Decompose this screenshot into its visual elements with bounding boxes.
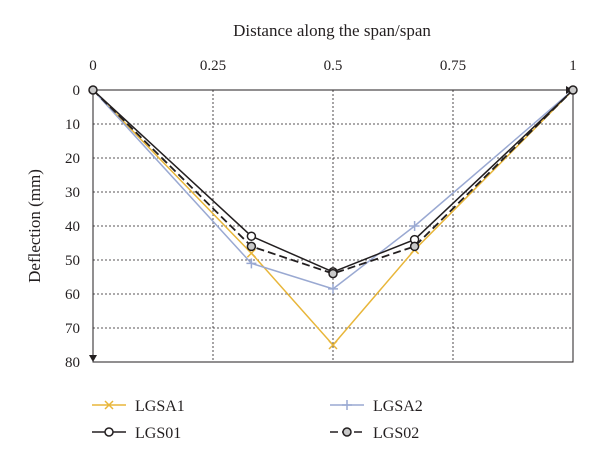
legend-label: LGSA1 <box>135 398 185 415</box>
plus-marker <box>328 283 338 294</box>
y-tick-label: 70 <box>65 321 80 337</box>
y-tick-label: 40 <box>65 219 80 235</box>
legend-item-lgs01: LGS01 <box>92 425 181 442</box>
y-tick-label: 10 <box>65 117 80 133</box>
y-tick-label: 80 <box>65 355 80 371</box>
x-tick-label: 0 <box>89 58 97 74</box>
y-tick-label: 20 <box>65 151 80 167</box>
circle-marker <box>342 427 352 437</box>
x-axis-title: Distance along the span/span <box>233 21 431 40</box>
x-tick-label: 0.75 <box>440 58 466 74</box>
circle-marker <box>409 241 420 252</box>
plus-marker <box>409 221 420 231</box>
series-lgs02 <box>92 89 574 279</box>
x-marker <box>104 400 114 410</box>
circle-marker <box>328 268 338 279</box>
x-tick-label: 0.5 <box>324 58 343 74</box>
circle-marker <box>88 85 98 95</box>
circle-marker <box>246 231 257 241</box>
axes: 0 10 20 30 40 50 60 70 80 0 0.25 0.5 0.75 1 <box>65 58 577 371</box>
plus-marker <box>246 258 257 269</box>
legend-item-lgsa1: LGSA1 <box>92 398 185 415</box>
y-tick-label: 0 <box>73 83 81 99</box>
y-tick-label: 60 <box>65 287 80 303</box>
y-tick-label: 50 <box>65 253 80 269</box>
circle-marker <box>568 85 578 95</box>
plus-marker <box>342 400 352 410</box>
series-line <box>92 89 574 273</box>
legend-label: LGS02 <box>373 425 419 442</box>
plot-area-border <box>92 89 574 363</box>
series-line <box>92 89 574 275</box>
x-tick-label: 1 <box>569 58 577 74</box>
y-axis-arrow <box>89 355 97 362</box>
grid <box>93 90 573 362</box>
x-marker <box>246 248 256 258</box>
legend-item-lgs02: LGS02 <box>330 425 419 442</box>
x-tick-label: 0.25 <box>200 58 226 74</box>
legend-item-lgsa2: LGSA2 <box>330 398 423 415</box>
series-lgsa2 <box>92 89 574 294</box>
x-marker <box>328 340 338 350</box>
y-axis-title: Deflection (mm) <box>25 169 44 283</box>
y-tick-label: 30 <box>65 185 80 201</box>
circle-marker <box>104 427 114 437</box>
circle-marker <box>246 241 257 252</box>
legend: LGSA1 LGSA2 LGS01 LGS02 <box>92 398 423 442</box>
legend-label: LGSA2 <box>373 398 423 415</box>
legend-label: LGS01 <box>135 425 181 442</box>
series-layer <box>88 85 578 350</box>
